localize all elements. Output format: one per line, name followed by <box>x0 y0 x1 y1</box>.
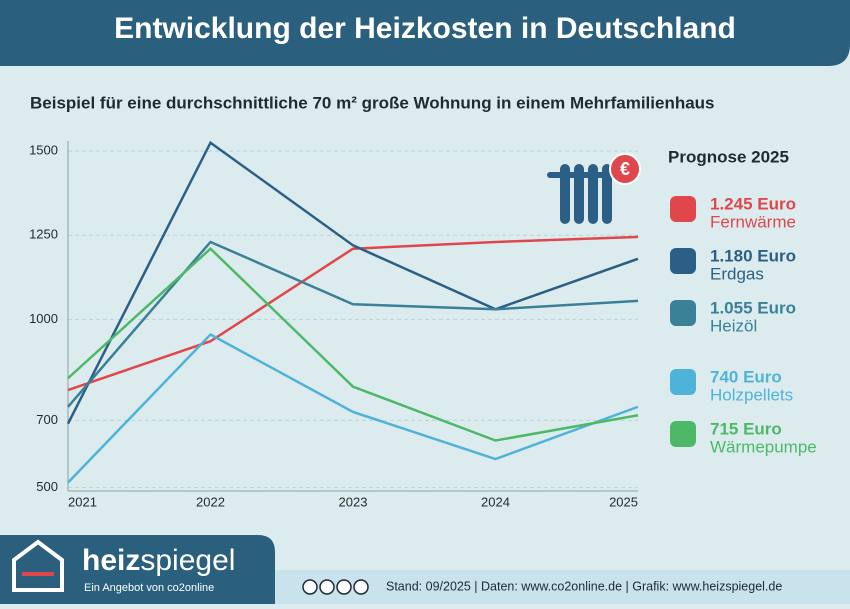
x-tick-label: 2024 <box>481 494 510 509</box>
y-tick-label: 500 <box>36 479 58 494</box>
brand: heizspiegel <box>82 544 235 577</box>
x-tick-label: 2023 <box>339 494 368 509</box>
tagline: Ein Angebot von co2online <box>84 582 214 594</box>
series-line <box>67 332 639 484</box>
title: Entwicklung der Heizkosten in Deutschlan… <box>114 12 736 45</box>
prognosis-value: 1.180 Euro <box>710 246 796 265</box>
legend-icon <box>670 196 696 222</box>
series-line <box>67 240 639 408</box>
radiator-icon: € <box>547 153 641 224</box>
brand-bold: heiz <box>82 544 140 577</box>
subtitle: Beispiel für eine durchschnittliche 70 m… <box>30 93 715 112</box>
x-tick-label: 2021 <box>68 494 97 509</box>
legend-label: Erdgas <box>710 264 764 283</box>
logo-icon <box>12 539 64 592</box>
legend-label: Heizöl <box>710 316 757 335</box>
y-tick-label: 1000 <box>29 311 58 326</box>
y-tick-label: 1250 <box>29 227 58 242</box>
series-line <box>66 140 639 425</box>
series-line <box>67 235 639 392</box>
header-band <box>0 0 850 66</box>
license-icons <box>302 579 369 595</box>
x-tick-label: 2025 <box>609 494 638 509</box>
prognosis-value: 1.245 Euro <box>710 194 796 213</box>
brand-light: spiegel <box>140 544 235 577</box>
legend-label: Fernwärme <box>710 212 796 231</box>
series-line <box>67 246 639 442</box>
legend-icon <box>670 300 696 326</box>
legend-icon <box>670 421 696 447</box>
legend-label: Wärmepumpe <box>710 437 817 456</box>
logo-box <box>0 535 275 604</box>
prognosis-value: 715 Euro <box>710 419 782 438</box>
prognosis-value: 740 Euro <box>710 367 782 386</box>
svg-text:€: € <box>620 159 630 179</box>
legend-icon <box>670 369 696 395</box>
x-tick-label: 2022 <box>196 494 225 509</box>
legend-icon <box>670 248 696 274</box>
y-tick-label: 1500 <box>29 143 58 158</box>
legend-label: Holzpellets <box>710 385 793 404</box>
legend-title: Prognose 2025 <box>668 147 789 166</box>
credits: Stand: 09/2025 | Daten: www.co2online.de… <box>386 579 782 593</box>
prognosis-value: 1.055 Euro <box>710 298 796 317</box>
y-tick-label: 700 <box>36 412 58 427</box>
